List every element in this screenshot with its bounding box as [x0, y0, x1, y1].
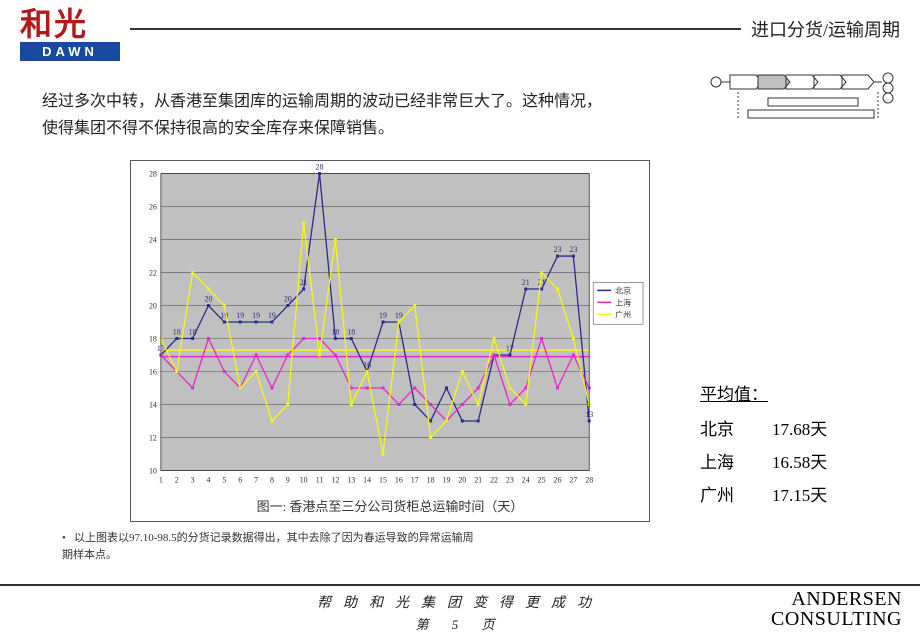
svg-text:10: 10 — [300, 475, 308, 484]
svg-text:11: 11 — [316, 475, 324, 484]
svg-text:26: 26 — [554, 475, 562, 484]
svg-text:19: 19 — [236, 311, 244, 320]
logo-en: DAWN — [20, 42, 120, 61]
svg-text:1: 1 — [159, 475, 163, 484]
avg-row: 广州17.15天 — [700, 481, 827, 506]
avg-city: 北京 — [700, 415, 772, 440]
svg-text:23: 23 — [569, 245, 577, 254]
svg-text:16: 16 — [363, 361, 371, 370]
avg-city: 广州 — [700, 481, 772, 506]
svg-text:17: 17 — [411, 475, 419, 484]
svg-text:18: 18 — [347, 328, 355, 337]
consulting-l1: ANDERSEN — [771, 589, 902, 609]
avg-row: 北京17.68天 — [700, 415, 827, 440]
header: 和光 DAWN 进口分货/运输周期 — [0, 0, 920, 62]
svg-text:22: 22 — [490, 475, 498, 484]
logo: 和光 DAWN — [20, 8, 120, 61]
svg-text:17: 17 — [506, 344, 514, 353]
svg-text:12: 12 — [149, 433, 157, 442]
footnote: •以上图表以97.10-98.5的分货记录数据得出，其中去除了因为春运导致的异常… — [62, 530, 482, 563]
svg-text:20: 20 — [284, 295, 292, 304]
svg-text:19: 19 — [252, 311, 260, 320]
svg-text:14: 14 — [363, 475, 371, 484]
svg-text:10: 10 — [149, 466, 157, 475]
svg-text:8: 8 — [270, 475, 274, 484]
avg-value: 16.58天 — [772, 448, 827, 473]
svg-text:上海: 上海 — [615, 297, 631, 307]
svg-text:9: 9 — [286, 475, 290, 484]
side-diagram — [708, 70, 898, 130]
svg-text:21: 21 — [300, 278, 308, 287]
svg-text:北京: 北京 — [615, 285, 631, 295]
chart-svg: 1012141618202224262812345678910111213141… — [131, 161, 649, 491]
svg-text:22: 22 — [149, 269, 157, 278]
svg-text:15: 15 — [379, 475, 387, 484]
svg-text:21: 21 — [538, 278, 546, 287]
svg-text:14: 14 — [149, 400, 157, 409]
svg-text:28: 28 — [149, 170, 157, 179]
svg-text:13: 13 — [347, 475, 355, 484]
svg-text:19: 19 — [268, 311, 276, 320]
svg-text:5: 5 — [222, 475, 226, 484]
svg-text:23: 23 — [506, 475, 514, 484]
svg-text:12: 12 — [331, 475, 339, 484]
svg-text:18: 18 — [427, 475, 435, 484]
svg-text:28: 28 — [585, 475, 593, 484]
svg-text:20: 20 — [458, 475, 466, 484]
svg-text:24: 24 — [149, 236, 157, 245]
svg-text:18: 18 — [331, 328, 339, 337]
chart: 1012141618202224262812345678910111213141… — [130, 160, 650, 522]
svg-text:7: 7 — [254, 475, 258, 484]
avg-title: 平均值： — [700, 380, 827, 405]
footnote-text: 以上图表以97.10-98.5的分货记录数据得出，其中去除了因为春运导致的异常运… — [62, 532, 474, 561]
svg-text:3: 3 — [191, 475, 195, 484]
chart-caption: 图一: 香港点至三分公司货柜总运输时间（天） — [131, 491, 649, 521]
svg-text:16: 16 — [149, 367, 157, 376]
svg-text:25: 25 — [538, 475, 546, 484]
avg-city: 上海 — [700, 448, 772, 473]
svg-text:18: 18 — [149, 334, 157, 343]
title-rule — [130, 28, 741, 30]
svg-text:26: 26 — [149, 203, 157, 212]
intro-text: 经过多次中转，从香港至集团库的运输周期的波动已经非常巨大了。这种情况，使得集团不… — [42, 88, 602, 142]
svg-text:20: 20 — [205, 295, 213, 304]
svg-text:23: 23 — [554, 245, 562, 254]
averages: 平均值： 北京17.68天上海16.58天广州17.15天 — [700, 380, 827, 514]
consulting-logo: ANDERSEN CONSULTING — [771, 589, 902, 629]
svg-text:28: 28 — [316, 163, 324, 172]
svg-text:24: 24 — [522, 475, 530, 484]
avg-value: 17.68天 — [772, 415, 827, 440]
svg-text:27: 27 — [569, 475, 577, 484]
svg-text:16: 16 — [395, 475, 403, 484]
consulting-l2: CONSULTING — [771, 609, 902, 629]
svg-text:4: 4 — [206, 475, 210, 484]
svg-text:21: 21 — [474, 475, 482, 484]
logo-cn: 和光 — [20, 8, 120, 40]
avg-value: 17.15天 — [772, 481, 827, 506]
page-title: 进口分货/运输周期 — [751, 16, 900, 42]
svg-text:6: 6 — [238, 475, 242, 484]
svg-text:19: 19 — [379, 311, 387, 320]
svg-text:18: 18 — [189, 328, 197, 337]
svg-text:18: 18 — [173, 328, 181, 337]
avg-row: 上海16.58天 — [700, 448, 827, 473]
svg-text:2: 2 — [175, 475, 179, 484]
svg-text:19: 19 — [442, 475, 450, 484]
footer: 帮助和光集团变得更成功 第 5 页 ANDERSEN CONSULTING — [0, 584, 920, 637]
svg-text:21: 21 — [522, 278, 530, 287]
svg-text:广州: 广州 — [615, 309, 631, 319]
svg-text:20: 20 — [149, 302, 157, 311]
